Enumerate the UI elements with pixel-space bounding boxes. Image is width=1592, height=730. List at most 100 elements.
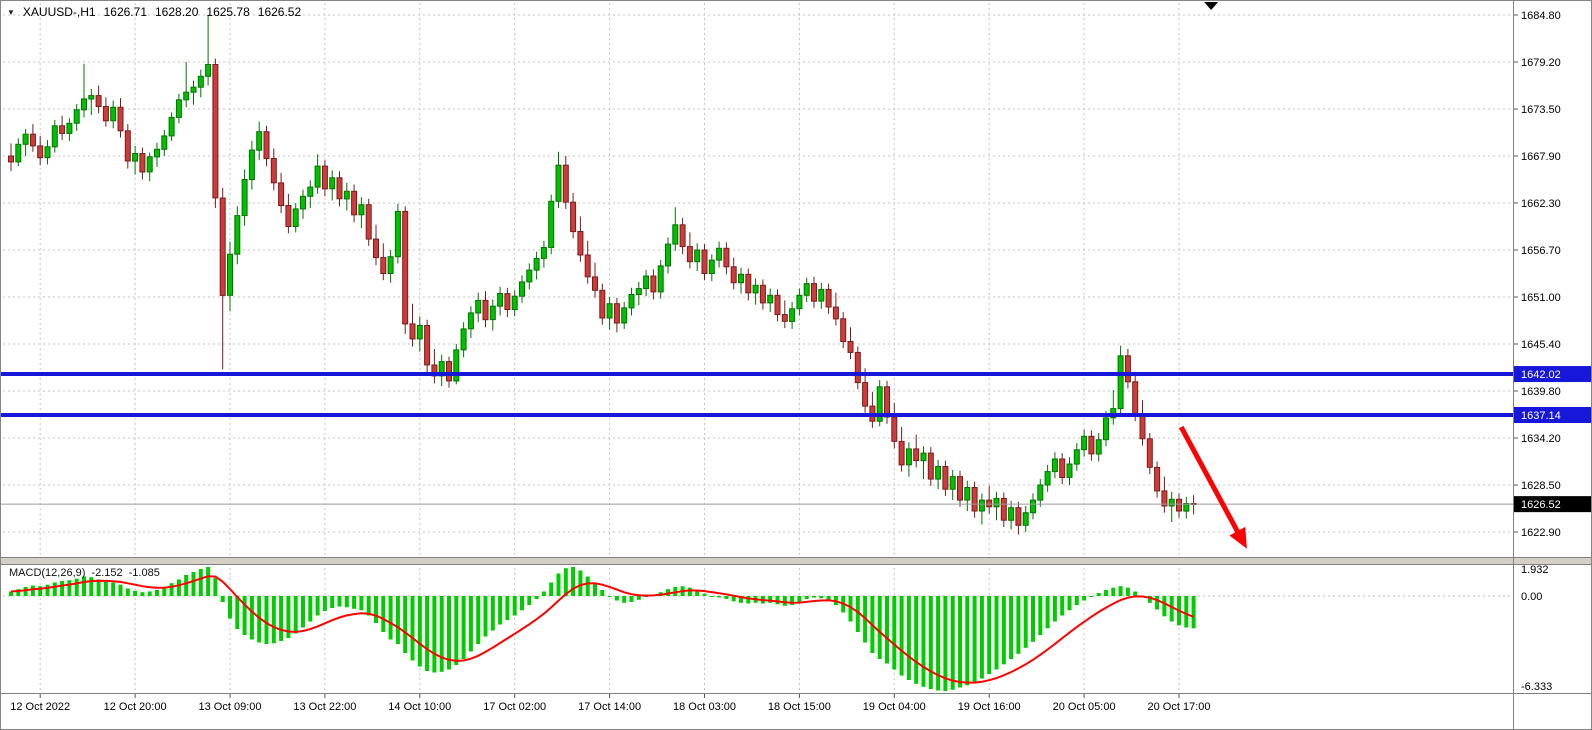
macd-histogram-bar: [1111, 587, 1116, 596]
macd-histogram-bar: [593, 583, 597, 596]
candle: [584, 254, 591, 278]
macd-histogram-bar: [395, 596, 400, 644]
high-value: 1628.20: [155, 5, 199, 19]
candle: [1015, 507, 1022, 526]
current-price-tag-label: 1626.52: [1521, 499, 1561, 511]
macd-histogram-bar: [782, 596, 787, 606]
candle: [424, 325, 431, 366]
candle: [927, 452, 934, 480]
candle: [993, 497, 1000, 508]
macd-histogram-bar: [819, 596, 824, 599]
candle: [884, 386, 890, 418]
candle: [942, 466, 949, 490]
macd-histogram-bar: [432, 596, 437, 673]
candle: [278, 182, 285, 207]
macd-histogram-bar: [206, 567, 211, 596]
price-tick-label: 1662.30: [1521, 198, 1561, 210]
candle: [1161, 490, 1168, 507]
candle: [964, 487, 971, 501]
candle: [394, 210, 401, 258]
candle: [672, 224, 679, 245]
symbol-dropdown-icon[interactable]: ▼: [7, 7, 15, 17]
panel-splitter[interactable]: [1, 557, 1592, 565]
candle: [701, 249, 708, 274]
macd-histogram-bar: [1125, 587, 1130, 596]
macd-histogram-bar: [936, 596, 941, 691]
macd-histogram-bar: [585, 576, 590, 596]
macd-histogram-bar: [1031, 596, 1035, 642]
macd-histogram-bar: [1009, 596, 1014, 659]
macd-histogram-bar: [695, 590, 700, 596]
candle: [8, 155, 14, 163]
macd-histogram-bar: [556, 573, 561, 596]
macd-histogram-bar: [476, 596, 481, 644]
candle: [351, 190, 358, 216]
macd-histogram-bar: [279, 596, 284, 641]
macd-histogram-bar: [184, 575, 189, 596]
macd-histogram-bar: [293, 596, 298, 634]
macd-histogram-bar: [330, 596, 335, 608]
macd-histogram-bar: [118, 584, 123, 596]
macd-histogram-bar: [1038, 596, 1043, 635]
macd-histogram-bar: [461, 596, 466, 659]
price-tick-label: 1651.00: [1521, 292, 1561, 304]
candle: [708, 259, 715, 275]
candle: [752, 284, 759, 294]
candle: [1168, 498, 1175, 507]
candle: [1073, 449, 1080, 465]
macd-histogram-bar: [1060, 596, 1065, 616]
macd-histogram-bar: [826, 596, 831, 600]
trend-arrow-line[interactable]: [1178, 425, 1243, 538]
macd-histogram-bar: [257, 596, 262, 643]
macd-histogram-bar: [899, 596, 904, 676]
candle: [387, 256, 394, 274]
candle: [402, 210, 409, 325]
candle: [986, 499, 993, 508]
macd-histogram-bar: [1147, 596, 1152, 603]
macd-histogram-bar: [1104, 590, 1108, 596]
macd-histogram-bar: [614, 596, 619, 601]
macd-histogram-bar: [352, 596, 357, 609]
macd-histogram-bar: [468, 596, 473, 652]
macd-histogram-bar: [914, 596, 919, 684]
candle: [526, 269, 533, 283]
candle: [205, 64, 212, 77]
candle: [599, 289, 606, 319]
macd-histogram-bar: [45, 584, 50, 596]
macd-histogram-bar: [1067, 596, 1072, 611]
candle: [467, 312, 474, 330]
candle: [380, 257, 387, 275]
macd-histogram-bar: [1089, 596, 1094, 597]
macd-histogram-bar: [1096, 593, 1101, 596]
macd-histogram-bar: [622, 596, 627, 603]
candle: [1146, 438, 1153, 468]
macd-histogram-bar: [286, 596, 291, 638]
macd-histogram-bar: [600, 590, 605, 596]
candle: [1066, 463, 1073, 478]
candle: [854, 351, 861, 384]
candle: [300, 195, 306, 210]
candle: [183, 91, 190, 101]
macd-histogram-bar: [687, 587, 692, 596]
candle: [519, 281, 525, 297]
candle: [1022, 512, 1029, 526]
candle: [1059, 458, 1066, 478]
macd-histogram-bar: [498, 596, 503, 625]
candle: [694, 249, 701, 263]
candle: [862, 382, 869, 407]
low-value: 1625.78: [206, 5, 250, 19]
candle: [51, 125, 58, 148]
macd-histogram-bar: [454, 596, 459, 665]
macd-histogram-bar: [1082, 596, 1087, 601]
macd-histogram-bar: [381, 596, 386, 632]
chart-shift-marker[interactable]: [1204, 2, 1219, 10]
trend-arrow-head[interactable]: [1229, 526, 1247, 549]
candle: [504, 293, 511, 311]
candle: [891, 416, 898, 442]
candle: [124, 130, 131, 162]
macd-histogram-bar: [965, 596, 970, 686]
candle: [1176, 498, 1182, 512]
macd-histogram-bar: [16, 589, 21, 596]
